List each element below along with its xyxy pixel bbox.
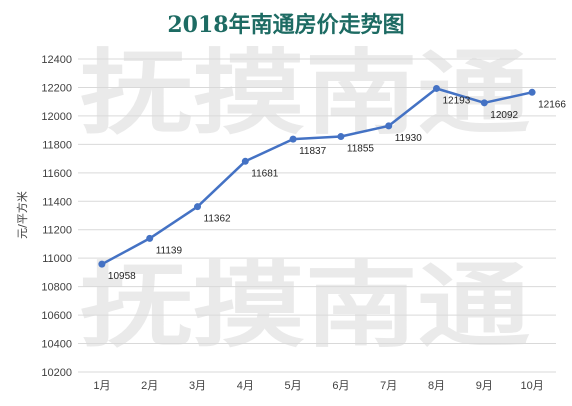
y-tick-label: 10800	[41, 282, 72, 294]
y-tick-label: 12000	[41, 111, 72, 123]
gridlines	[78, 58, 556, 373]
x-tick-label: 3月	[189, 380, 206, 392]
x-tick-label: 10月	[520, 380, 543, 392]
data-label: 11837	[299, 146, 327, 157]
data-point	[433, 84, 440, 92]
data-label: 10958	[108, 271, 136, 282]
data-label: 11139	[156, 245, 183, 256]
x-tick-label: 4月	[237, 380, 254, 392]
data-label: 12193	[443, 95, 471, 106]
chart-title: 2018年南通房价走势图	[167, 12, 404, 38]
data-point	[146, 234, 154, 242]
series-line-path	[101, 87, 533, 266]
x-tick-label: 7月	[380, 380, 397, 392]
y-tick-label: 10200	[41, 367, 72, 379]
data-labels: 10958 11139 11362 11681 11837 11855 11930 12193…	[108, 95, 566, 282]
watermark-text-top: 抚摸南通	[80, 40, 530, 147]
data-point	[98, 260, 106, 268]
y-tick-label: 10600	[41, 310, 72, 322]
series-line	[101, 87, 533, 266]
data-label: 12092	[490, 110, 518, 121]
x-tick-label: 6月	[332, 380, 349, 392]
y-tick-label: 10400	[41, 339, 72, 351]
y-tick-label: 11400	[42, 196, 72, 208]
y-tick-label: 11200	[42, 225, 72, 237]
data-label: 11362	[204, 214, 232, 225]
x-tick-label: 2月	[141, 380, 158, 392]
data-point	[289, 135, 297, 143]
watermark: 抚摸南通 抚摸南通	[80, 40, 530, 360]
data-label: 11930	[395, 133, 423, 144]
x-tick-label: 5月	[285, 380, 302, 392]
data-point	[337, 133, 345, 141]
x-tick-label: 1月	[93, 380, 110, 392]
series-points	[98, 84, 536, 268]
y-tick-label: 11800	[42, 139, 72, 151]
x-tick-label: 9月	[476, 380, 493, 392]
y-axis-ticks: 10200 10400 10600 10800 11000 11200 11400 11600…	[41, 54, 72, 379]
y-tick-label: 12400	[41, 54, 72, 66]
data-label: 12166	[538, 99, 566, 110]
y-tick-label: 11600	[42, 168, 72, 180]
data-point	[528, 88, 536, 96]
y-tick-label: 12200	[41, 82, 72, 94]
y-tick-label: 11000	[42, 253, 72, 265]
x-tick-label: 8月	[428, 380, 445, 392]
watermark-text-bottom: 抚摸南通	[80, 253, 530, 360]
data-point	[194, 203, 201, 211]
data-point	[385, 122, 393, 130]
x-axis-ticks: 1月 2月 3月 4月 5月 6月 7月 8月 9月 10月	[93, 380, 543, 392]
data-label: 11855	[347, 144, 375, 155]
data-point	[241, 157, 249, 165]
data-label: 11681	[251, 168, 279, 179]
y-axis-title: 元/平方米	[15, 191, 29, 239]
data-point	[480, 99, 488, 107]
